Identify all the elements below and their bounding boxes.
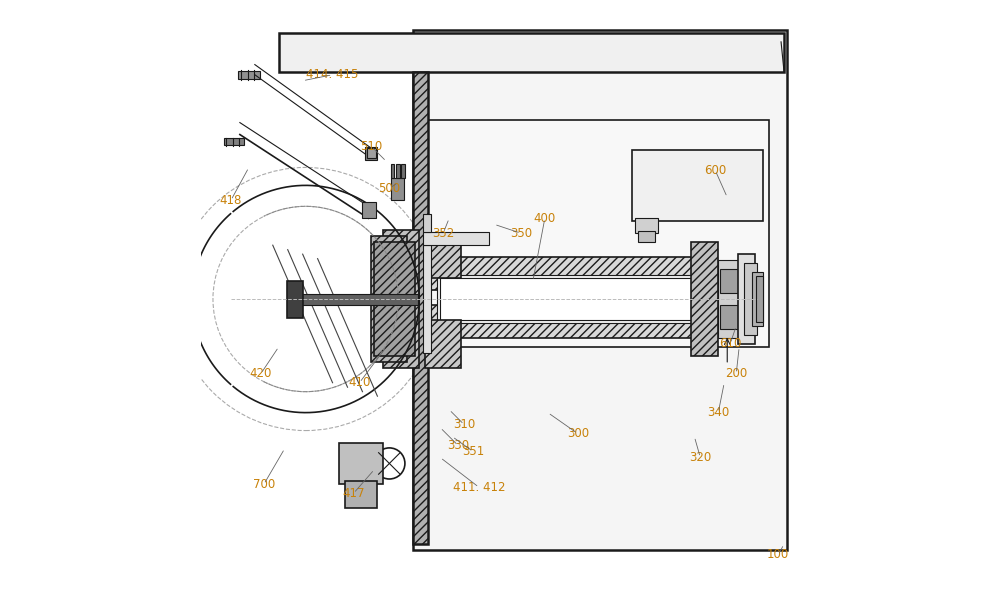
Bar — [371, 236, 407, 362]
Text: 410: 410 — [348, 376, 371, 389]
Circle shape — [429, 251, 446, 267]
Text: 400: 400 — [534, 212, 556, 225]
Text: 418: 418 — [220, 194, 242, 207]
Bar — [720, 269, 744, 293]
Circle shape — [374, 448, 405, 479]
Text: 310: 310 — [453, 418, 475, 431]
Bar — [367, 148, 376, 158]
Bar — [425, 233, 461, 278]
Text: 417: 417 — [342, 487, 365, 500]
Bar — [428, 257, 694, 290]
Bar — [391, 178, 404, 200]
Bar — [738, 254, 755, 344]
Bar — [437, 275, 700, 323]
Text: 411. 412: 411. 412 — [453, 481, 505, 494]
Bar — [428, 305, 694, 338]
Circle shape — [429, 331, 446, 347]
Bar — [345, 481, 377, 508]
Polygon shape — [224, 138, 244, 145]
Text: 300: 300 — [567, 427, 589, 440]
Text: 351: 351 — [462, 445, 484, 458]
Bar — [423, 232, 489, 245]
Text: 510: 510 — [360, 140, 383, 153]
Bar — [635, 218, 658, 233]
Text: 340: 340 — [707, 406, 729, 419]
Text: 200: 200 — [725, 367, 747, 380]
Bar — [440, 278, 697, 320]
Text: 600: 600 — [704, 164, 726, 177]
Bar — [374, 242, 415, 356]
Bar — [691, 242, 718, 356]
Bar — [423, 214, 431, 232]
Polygon shape — [238, 71, 260, 79]
Bar — [416, 120, 769, 347]
Bar — [756, 276, 763, 322]
Text: 700: 700 — [253, 478, 275, 491]
Bar — [362, 202, 376, 218]
Bar — [638, 231, 655, 242]
Bar — [391, 164, 394, 178]
Bar — [365, 147, 377, 160]
Text: 352: 352 — [432, 227, 454, 240]
Bar — [744, 263, 757, 335]
Text: 100: 100 — [767, 548, 789, 562]
Text: 500: 500 — [378, 182, 400, 195]
Circle shape — [694, 318, 710, 334]
Bar — [413, 30, 787, 550]
Text: 414. 415: 414. 415 — [306, 68, 359, 81]
Bar — [413, 72, 428, 544]
Circle shape — [694, 264, 710, 280]
Bar — [396, 164, 400, 178]
Text: 350: 350 — [510, 227, 532, 240]
Bar — [720, 305, 744, 329]
Text: 320: 320 — [689, 451, 711, 464]
Bar — [287, 281, 303, 318]
Text: 610: 610 — [719, 337, 741, 350]
Bar — [401, 164, 405, 178]
Bar — [425, 320, 461, 368]
Bar — [632, 150, 763, 221]
Text: 420: 420 — [250, 367, 272, 380]
Bar — [752, 272, 763, 326]
Text: 330: 330 — [447, 439, 469, 452]
Bar — [718, 260, 739, 338]
Bar — [423, 245, 431, 353]
Bar — [339, 443, 383, 484]
Bar — [279, 33, 784, 72]
Bar — [383, 230, 419, 368]
Bar — [290, 294, 418, 305]
